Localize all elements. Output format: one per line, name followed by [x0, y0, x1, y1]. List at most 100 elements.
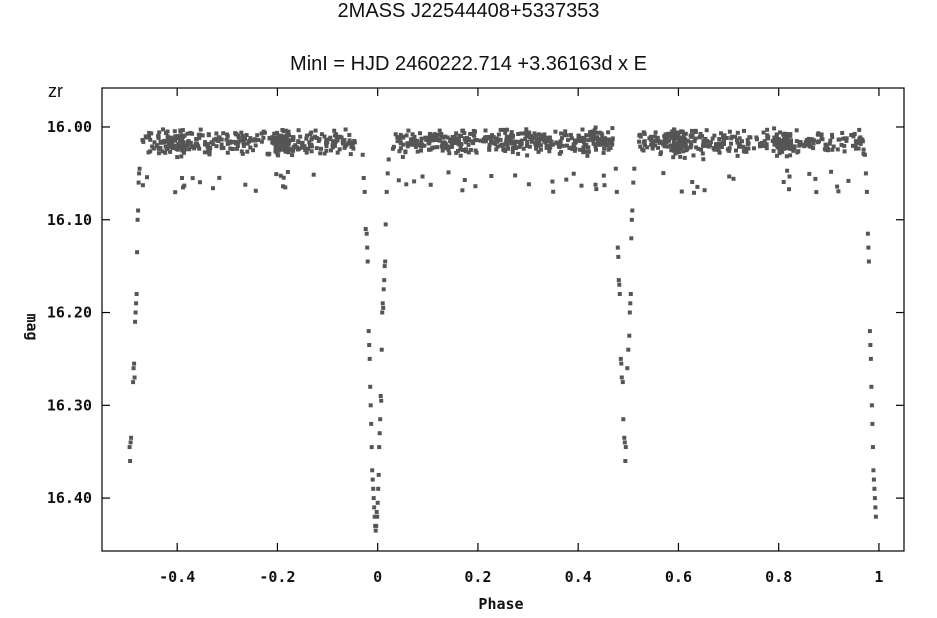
data-point [591, 134, 596, 139]
data-point [300, 143, 305, 148]
data-point [737, 136, 742, 141]
data-point [830, 147, 835, 152]
data-point [194, 137, 199, 141]
data-point [363, 227, 368, 231]
data-point [474, 150, 479, 155]
data-point [462, 131, 467, 135]
data-point [129, 435, 134, 440]
data-point [689, 143, 693, 148]
data-point [796, 149, 801, 154]
data-point [830, 135, 835, 140]
data-point [704, 128, 709, 133]
data-point [817, 139, 821, 144]
data-point [409, 140, 413, 145]
data-point [549, 141, 554, 146]
data-point [175, 155, 180, 160]
data-point [835, 147, 840, 152]
data-point [701, 143, 706, 148]
data-point [673, 146, 678, 151]
data-point [197, 146, 202, 151]
y-axis-label: mag [23, 313, 41, 340]
data-point [593, 182, 598, 187]
data-point [230, 147, 235, 151]
data-point [746, 146, 751, 151]
data-point [342, 145, 347, 150]
data-point [309, 142, 314, 147]
data-point [779, 142, 783, 146]
data-point [241, 140, 246, 145]
data-point [173, 135, 178, 140]
data-point [525, 153, 530, 158]
data-point [727, 174, 732, 179]
data-point [673, 151, 678, 156]
data-point [259, 131, 264, 136]
data-point [405, 144, 410, 149]
data-point [496, 132, 501, 137]
data-point [851, 134, 856, 139]
data-point [652, 139, 657, 144]
data-point [609, 141, 614, 146]
data-point [851, 143, 855, 148]
data-point [701, 157, 706, 162]
filter-label: zr [48, 81, 63, 101]
data-point [376, 486, 381, 491]
data-point [453, 139, 458, 144]
data-point [304, 133, 309, 138]
data-point [378, 417, 383, 422]
data-point [228, 146, 233, 151]
data-point [200, 133, 205, 138]
data-point [278, 173, 283, 178]
data-point [239, 130, 244, 135]
data-point [717, 150, 722, 155]
data-point [447, 151, 452, 156]
data-point [248, 136, 253, 141]
data-point [225, 132, 229, 137]
data-point [616, 254, 621, 259]
x-axis-ticks: -0.4 -0.2 0 0.2 0.4 0.6 0.8 1 [159, 88, 883, 586]
data-point [864, 189, 869, 194]
data-point [331, 139, 335, 144]
data-point [827, 141, 832, 146]
data-point [186, 139, 191, 144]
data-point [650, 144, 655, 149]
data-point [836, 189, 841, 194]
data-point [508, 138, 513, 143]
data-point [343, 127, 348, 132]
data-point [765, 127, 770, 132]
data-point [352, 138, 357, 143]
data-point [742, 128, 746, 133]
data-point [861, 147, 866, 152]
data-point [420, 142, 425, 147]
data-point [843, 136, 848, 141]
data-point [627, 310, 632, 315]
data-point [626, 347, 631, 352]
y-tick-label: 16.10 [47, 211, 92, 229]
data-point [630, 208, 635, 213]
data-point [564, 177, 569, 182]
data-point [178, 135, 183, 139]
data-point [831, 144, 836, 149]
data-point [375, 514, 380, 519]
data-point [858, 135, 863, 140]
data-point [319, 146, 323, 151]
data-point [483, 128, 488, 133]
data-point [697, 135, 702, 140]
data-point [225, 150, 230, 155]
data-point [207, 152, 212, 157]
data-point [253, 143, 258, 148]
data-point [445, 144, 450, 149]
data-point [161, 127, 165, 132]
data-point [273, 139, 277, 144]
data-point [445, 135, 450, 140]
data-point [556, 144, 561, 149]
data-point [655, 135, 660, 140]
data-point [803, 140, 808, 145]
data-point [290, 153, 295, 158]
data-point [176, 142, 181, 146]
data-point [538, 147, 543, 152]
y-axis-ticks: 16.00 16.10 16.20 16.30 16.40 [47, 118, 904, 507]
data-point [534, 140, 539, 145]
data-point [628, 301, 633, 306]
data-point [840, 131, 845, 135]
data-point [798, 141, 803, 146]
